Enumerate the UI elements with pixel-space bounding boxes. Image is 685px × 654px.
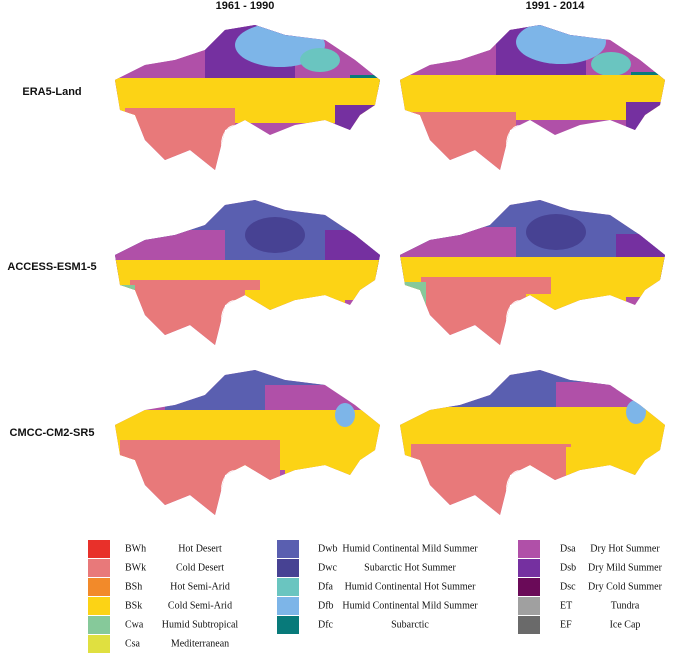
map-fill	[115, 25, 380, 170]
legend-swatch	[88, 559, 110, 577]
legend-name: Humid Continental Mild Summer	[342, 600, 478, 611]
map-zone	[130, 280, 260, 345]
map-zone	[221, 470, 249, 510]
legend-name: Tundra	[611, 600, 640, 611]
legend-code: ET	[560, 600, 572, 611]
map-fill	[115, 200, 380, 345]
row-label: ACCESS-ESM1-5	[7, 261, 96, 273]
legend-code: EF	[560, 619, 572, 630]
map-fill	[400, 370, 665, 515]
map-fill	[115, 370, 380, 515]
column-title: 1991 - 2014	[526, 0, 586, 12]
map-zone	[626, 102, 665, 132]
legend-name: Hot Desert	[178, 543, 222, 554]
map-zone	[400, 464, 411, 504]
map-fill	[400, 25, 665, 170]
map-zone	[591, 52, 631, 76]
legend-swatch	[518, 559, 540, 577]
map-panel	[115, 25, 380, 170]
legend-code: Dfa	[318, 581, 334, 592]
legend-code: Dwc	[318, 562, 337, 573]
legend-name: Cold Semi-Arid	[168, 600, 232, 611]
legend-code: BWh	[125, 543, 146, 554]
legend-code: BWk	[125, 562, 146, 573]
map-zone	[400, 282, 426, 322]
legend-swatch	[518, 540, 540, 558]
legend-swatch	[88, 635, 110, 653]
map-panel	[115, 370, 380, 515]
map-zone	[626, 400, 646, 424]
legend-swatch	[277, 616, 299, 634]
map-zone	[223, 495, 247, 515]
legend-name: Ice Cap	[610, 619, 641, 630]
map-panel	[400, 200, 665, 345]
map-panel	[115, 200, 380, 345]
legend-name: Cold Desert	[176, 562, 224, 573]
legend-code: Dfb	[318, 600, 334, 611]
legend-name: Mediterranean	[171, 638, 229, 649]
map-zone	[421, 277, 551, 345]
legend-name: Hot Semi-Arid	[170, 581, 230, 592]
map-panel	[400, 370, 665, 515]
legend-swatch	[518, 616, 540, 634]
legend-code: Dsb	[560, 562, 576, 573]
map-fill	[400, 200, 665, 345]
map-zone	[221, 125, 249, 165]
row-label: CMCC-CM2-SR5	[10, 427, 95, 439]
legend-swatch	[88, 540, 110, 558]
legend-name: Humid Continental Hot Summer	[345, 581, 476, 592]
legend-swatch	[88, 597, 110, 615]
legend-code: Dsa	[560, 543, 576, 554]
map-zone	[115, 460, 130, 500]
column-title: 1961 - 1990	[216, 0, 275, 12]
map-zone	[245, 217, 305, 253]
map-zone	[411, 444, 571, 515]
map-zone	[514, 492, 538, 512]
map-zone	[120, 440, 280, 515]
map-zone	[115, 285, 135, 325]
legend-name: Dry Cold Summer	[588, 581, 663, 592]
map-zone	[516, 25, 606, 64]
row-label: ERA5-Land	[22, 86, 81, 98]
legend-swatch	[518, 597, 540, 615]
map-zone	[300, 48, 340, 72]
legend-code: Dsc	[560, 581, 576, 592]
map-zone	[526, 294, 626, 314]
legend-swatch	[518, 578, 540, 596]
map-zone	[285, 450, 375, 480]
map-zone	[506, 125, 534, 165]
map-zone	[221, 300, 249, 340]
map-zone	[406, 112, 516, 170]
map-zone	[566, 447, 656, 477]
legend-name: Subarctic	[391, 619, 429, 630]
legend-code: Cwa	[125, 619, 144, 630]
legend-swatch	[88, 578, 110, 596]
map-zone	[526, 214, 586, 250]
legend-name: Dry Mild Summer	[588, 562, 663, 573]
map-panel	[400, 25, 665, 170]
map-zone	[245, 290, 345, 310]
legend-swatch	[88, 616, 110, 634]
map-zone	[506, 470, 534, 510]
legend-code: BSk	[125, 600, 142, 611]
legend-code: BSh	[125, 581, 142, 592]
map-zone	[335, 403, 355, 427]
legend-name: Humid Subtropical	[162, 619, 239, 630]
map-zone	[335, 105, 380, 135]
legend-code: Csa	[125, 638, 141, 649]
legend-name: Subarctic Hot Summer	[364, 562, 456, 573]
legend-code: Dfc	[318, 619, 334, 630]
legend-swatch	[277, 559, 299, 577]
map-zone	[506, 300, 534, 340]
legend-swatch	[277, 578, 299, 596]
legend-swatch	[277, 597, 299, 615]
legend-code: Dwb	[318, 543, 337, 554]
legend-swatch	[277, 540, 299, 558]
legend-name: Humid Continental Mild Summer	[342, 543, 478, 554]
map-zone	[125, 108, 235, 170]
legend-name: Dry Hot Summer	[590, 543, 660, 554]
